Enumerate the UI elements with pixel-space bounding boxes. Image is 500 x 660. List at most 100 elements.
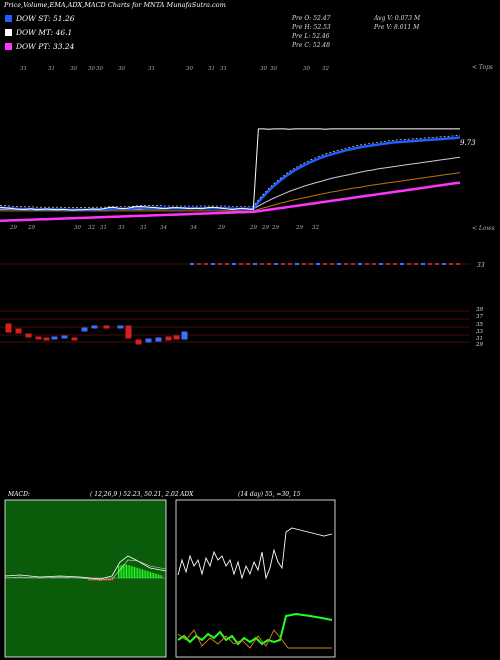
ema-axis-label: 35 bbox=[476, 322, 483, 328]
volume-bar bbox=[365, 263, 369, 265]
top-label: 31 bbox=[20, 66, 27, 72]
ema-candle bbox=[51, 336, 58, 340]
volume-bar bbox=[281, 263, 285, 265]
volume-bar bbox=[449, 263, 453, 265]
volume-bar bbox=[225, 263, 229, 265]
ema-short-line bbox=[0, 136, 461, 212]
adx-params: (14 day) 55, =30, 15 bbox=[238, 491, 301, 498]
volume-bar bbox=[197, 263, 201, 265]
volume-bar bbox=[288, 263, 292, 265]
ema-candle bbox=[91, 325, 98, 329]
low-label: 31 bbox=[100, 225, 107, 231]
ema-mid-line bbox=[0, 156, 461, 210]
macd-histogram-bar bbox=[101, 578, 103, 581]
macd-params: ( 12,26,9 ) 52.23, 50.21, 2.02 bbox=[90, 491, 179, 498]
macd-histogram-bar bbox=[127, 565, 129, 578]
adx-line bbox=[177, 527, 333, 580]
volume-bar bbox=[218, 263, 222, 265]
low-label: 29 bbox=[9, 225, 17, 231]
low-label: 32 bbox=[312, 225, 319, 231]
volume-bar bbox=[260, 263, 264, 265]
low-label: 29 bbox=[261, 225, 269, 231]
macd-histogram-bar bbox=[159, 575, 161, 578]
stat-avg-volume: Avg V: 0.073 M bbox=[374, 15, 421, 22]
low-label: 31 bbox=[140, 225, 147, 231]
volume-bar bbox=[372, 263, 376, 265]
macd-histogram-bar bbox=[151, 572, 153, 578]
macd-histogram-bar bbox=[110, 578, 111, 581]
top-label: 30 bbox=[303, 66, 310, 72]
ema-candle bbox=[43, 337, 50, 341]
macd-histogram-bar bbox=[121, 565, 123, 578]
macd-histogram-bar bbox=[132, 566, 134, 578]
ema-short-upper-line bbox=[0, 134, 461, 208]
ema-axis-label: 37 bbox=[476, 314, 483, 320]
volume-bar bbox=[358, 263, 362, 265]
top-label: 32 bbox=[322, 66, 329, 72]
ema-candle bbox=[5, 323, 12, 333]
volume-bar bbox=[253, 263, 257, 265]
top-label: 31 bbox=[208, 66, 215, 72]
macd-histogram-bar bbox=[153, 573, 155, 578]
volume-bar bbox=[386, 263, 390, 265]
volume-bar bbox=[246, 263, 250, 265]
volume-bar bbox=[435, 263, 439, 265]
low-label: 31 bbox=[118, 225, 125, 231]
ema-pt-line bbox=[0, 181, 461, 223]
macd-histogram-bar bbox=[148, 571, 150, 578]
low-label: 29 bbox=[295, 225, 303, 231]
stat-low: Pre L: 52.46 bbox=[292, 33, 330, 40]
volume-bar bbox=[351, 263, 355, 265]
macd-signal-line bbox=[4, 559, 167, 581]
macd-histogram-bar bbox=[126, 564, 127, 578]
ema-candle bbox=[103, 325, 110, 329]
macd-histogram-bar bbox=[142, 569, 143, 578]
ema-candle bbox=[35, 336, 42, 340]
legend-item-st: DOW ST: 51.26 bbox=[5, 14, 75, 23]
volume-bar bbox=[295, 263, 299, 265]
low-label: 29 bbox=[271, 225, 279, 231]
volume-bar bbox=[204, 263, 208, 265]
volume-bar bbox=[400, 263, 404, 265]
volume-bar bbox=[239, 263, 243, 265]
ema-axis-label: 31 bbox=[476, 336, 483, 342]
ema-candle bbox=[125, 325, 132, 339]
macd-histogram-bar bbox=[150, 572, 151, 578]
low-label: 34 bbox=[160, 225, 167, 231]
volume-bar bbox=[267, 263, 271, 265]
macd-histogram-bar bbox=[122, 564, 124, 578]
legend-item-pt: DOW PT: 33.24 bbox=[5, 42, 74, 51]
adx-minus-di-line bbox=[177, 629, 332, 649]
volume-bar bbox=[274, 263, 278, 265]
stat-open: Pre O: 52.47 bbox=[292, 15, 331, 22]
ema-candle bbox=[15, 328, 22, 334]
top-label: 30 bbox=[118, 66, 125, 72]
low-label: 34 bbox=[190, 225, 197, 231]
ema-candle bbox=[135, 339, 142, 345]
volume-bar bbox=[309, 263, 313, 265]
adx-title: ADX bbox=[180, 491, 194, 498]
volume-bar bbox=[456, 263, 460, 265]
lows-label: < Lows bbox=[472, 225, 495, 232]
ema-axis-label: 33 bbox=[476, 329, 483, 335]
volume-bar bbox=[316, 263, 320, 265]
volume-bar bbox=[323, 263, 327, 265]
macd-histogram-bar bbox=[130, 566, 132, 578]
top-label: 30 bbox=[260, 66, 267, 72]
macd-histogram-bar bbox=[161, 575, 163, 578]
volume-bar bbox=[190, 263, 194, 265]
top-label: 30 bbox=[96, 66, 103, 72]
volume-bar bbox=[442, 263, 446, 265]
macd-histogram-bar bbox=[138, 568, 140, 578]
volume-bar bbox=[407, 263, 411, 265]
volume-bar bbox=[379, 263, 383, 265]
ema-candle bbox=[25, 333, 32, 338]
top-label: 31 bbox=[48, 66, 55, 72]
volume-bar bbox=[344, 263, 348, 265]
ema-candle bbox=[173, 335, 180, 340]
legend-item-mt: DOW MT: 46.1 bbox=[5, 28, 72, 37]
ema-axis-label: 39 bbox=[476, 307, 483, 313]
volume-bar bbox=[330, 263, 334, 265]
ema-candle bbox=[181, 331, 188, 340]
